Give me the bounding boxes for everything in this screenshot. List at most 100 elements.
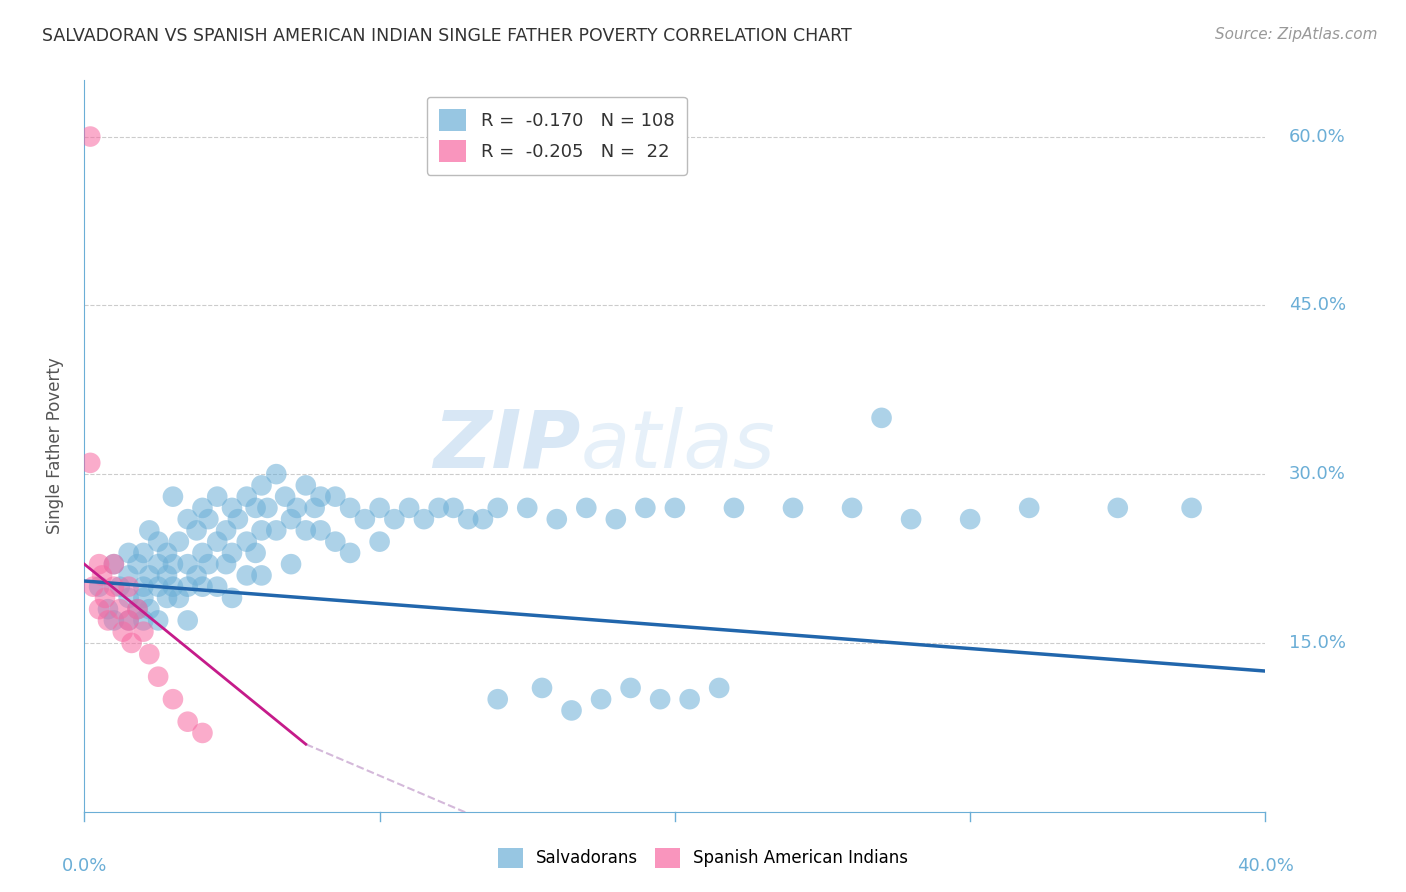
Text: Source: ZipAtlas.com: Source: ZipAtlas.com (1215, 27, 1378, 42)
Point (156, 591, 179, 605)
Text: 0.0%: 0.0% (62, 856, 107, 875)
Point (191, 580, 214, 594)
Point (382, 512, 406, 526)
Point (679, 692, 702, 706)
Point (87, 602, 111, 616)
Point (127, 602, 149, 616)
Point (103, 557, 125, 571)
Point (280, 557, 302, 571)
Point (285, 500, 308, 515)
Point (339, 500, 361, 515)
Text: 60.0%: 60.0% (1289, 128, 1346, 145)
Point (368, 500, 391, 515)
Text: 30.0%: 30.0% (1289, 465, 1346, 483)
Point (197, 557, 219, 571)
Point (427, 500, 450, 515)
Point (841, 500, 863, 515)
Point (457, 512, 479, 526)
Point (250, 524, 273, 538)
Point (959, 512, 981, 526)
Point (118, 580, 141, 594)
Legend: R =  -0.170   N = 108, R =  -0.205   N =  22: R = -0.170 N = 108, R = -0.205 N = 22 (426, 96, 688, 175)
Point (97, 602, 120, 616)
Point (79, 129, 101, 144)
Point (226, 512, 249, 526)
Point (87, 557, 111, 571)
Point (118, 591, 141, 605)
Point (148, 580, 170, 594)
Text: SALVADORAN VS SPANISH AMERICAN INDIAN SINGLE FATHER POVERTY CORRELATION CHART: SALVADORAN VS SPANISH AMERICAN INDIAN SI… (42, 27, 852, 45)
Point (250, 478, 273, 492)
Point (900, 512, 922, 526)
Point (132, 614, 155, 628)
Point (561, 703, 583, 717)
Point (325, 490, 347, 504)
Point (79, 456, 101, 470)
Point (782, 500, 804, 515)
Point (162, 490, 184, 504)
Y-axis label: Single Father Poverty: Single Father Poverty (45, 358, 63, 534)
Point (221, 546, 243, 560)
Legend: Salvadorans, Spanish American Indians: Salvadorans, Spanish American Indians (491, 841, 915, 875)
Point (177, 512, 200, 526)
Point (132, 546, 155, 560)
Point (295, 478, 318, 492)
Point (138, 602, 160, 616)
Point (516, 500, 538, 515)
Point (167, 534, 190, 549)
Point (162, 557, 184, 571)
Point (177, 557, 200, 571)
Text: 45.0%: 45.0% (1289, 296, 1346, 314)
Point (339, 546, 361, 560)
Point (108, 580, 131, 594)
Point (256, 500, 278, 515)
Point (148, 557, 170, 571)
Point (591, 692, 613, 706)
Point (309, 490, 332, 504)
Point (191, 726, 214, 740)
Point (274, 490, 297, 504)
Point (709, 681, 731, 695)
Point (575, 500, 598, 515)
Point (186, 524, 208, 538)
Point (111, 624, 134, 639)
Point (148, 534, 170, 549)
Point (605, 512, 627, 526)
Point (531, 681, 554, 695)
Point (236, 568, 259, 582)
Point (138, 568, 160, 582)
Point (266, 467, 288, 482)
Text: atlas: atlas (581, 407, 775, 485)
Point (177, 580, 200, 594)
Point (295, 524, 318, 538)
Point (207, 580, 229, 594)
Point (354, 512, 377, 526)
Point (186, 568, 208, 582)
Point (280, 512, 302, 526)
Point (443, 500, 465, 515)
Point (162, 692, 184, 706)
Point (1181, 500, 1204, 515)
Text: ZIP: ZIP (433, 407, 581, 485)
Point (177, 714, 200, 729)
Point (870, 410, 893, 425)
Point (138, 647, 160, 661)
Point (486, 692, 509, 706)
Point (118, 614, 141, 628)
Point (177, 614, 200, 628)
Point (121, 636, 143, 650)
Point (236, 490, 259, 504)
Point (191, 546, 214, 560)
Point (167, 591, 190, 605)
Text: 15.0%: 15.0% (1289, 634, 1346, 652)
Point (546, 512, 568, 526)
Point (103, 580, 125, 594)
Point (103, 614, 125, 628)
Point (103, 557, 125, 571)
Point (82, 580, 104, 594)
Point (132, 591, 155, 605)
Point (236, 534, 259, 549)
Point (245, 500, 267, 515)
Point (162, 580, 184, 594)
Point (368, 534, 391, 549)
